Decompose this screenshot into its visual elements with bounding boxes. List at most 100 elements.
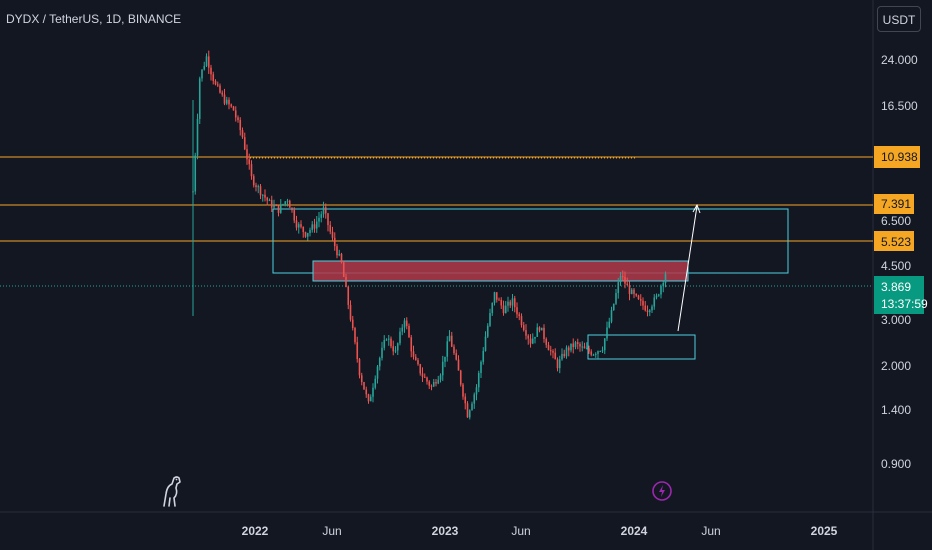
projection-arrow[interactable] — [677, 205, 698, 332]
candle-body — [291, 207, 293, 211]
candle-body — [491, 302, 494, 314]
candle-body — [453, 346, 455, 354]
x-tick: 2023 — [432, 524, 459, 538]
price-level-label-7391: 7.391 — [874, 194, 914, 214]
x-tick: Jun — [322, 524, 341, 538]
candle-body — [646, 310, 649, 313]
candle-body — [599, 350, 602, 352]
candle-body — [288, 200, 291, 208]
price-level-label-text: 5.523 — [881, 235, 911, 249]
candle-body — [399, 331, 401, 344]
candle-body — [408, 325, 410, 338]
candle-body — [356, 342, 359, 360]
candle-body — [354, 327, 356, 343]
candle-body — [507, 301, 509, 306]
candle-body — [448, 335, 451, 342]
candle-body — [594, 353, 597, 355]
current-price-text: 3.869 — [881, 280, 911, 294]
candle-body — [257, 186, 260, 188]
candle-body — [331, 231, 334, 238]
candle-body — [662, 283, 665, 287]
candle-body — [570, 343, 572, 351]
candle-body — [644, 305, 647, 311]
candle-body — [405, 320, 408, 326]
candle-body — [588, 348, 590, 352]
candle-body — [324, 207, 327, 214]
candle-body — [309, 229, 311, 233]
candle-body — [295, 220, 298, 228]
candle-body — [486, 325, 489, 337]
candle-body — [565, 347, 568, 357]
price-level-label-bg — [874, 194, 914, 214]
candle-body — [522, 325, 525, 331]
candle-body — [597, 351, 599, 354]
candle-body — [601, 350, 604, 352]
lightning-icon[interactable] — [652, 481, 672, 501]
candle-body — [619, 276, 622, 283]
candle-body — [306, 232, 309, 237]
demand-zone-box[interactable] — [587, 334, 696, 360]
candle-body — [234, 110, 237, 118]
candle-body — [529, 338, 532, 344]
candle-body — [304, 232, 307, 237]
candle-body — [462, 384, 464, 397]
candle-body — [475, 387, 478, 395]
candle-body — [518, 314, 521, 317]
candle-body — [333, 237, 336, 247]
candle-body — [556, 359, 559, 369]
candle-body — [284, 201, 287, 205]
candle-body — [376, 366, 379, 379]
candle-body — [293, 210, 296, 221]
candle-body — [531, 338, 534, 344]
candle-body — [232, 106, 235, 111]
candle-body — [279, 204, 282, 213]
candle-body — [430, 385, 433, 387]
candle-body — [255, 185, 257, 187]
candle-body — [608, 321, 611, 328]
current-price-tag: 3.869 13:37:59 — [874, 276, 928, 314]
candle-body — [241, 130, 244, 138]
currency-button[interactable]: USDT — [877, 6, 921, 32]
candle-body — [268, 200, 271, 202]
candle-body — [648, 310, 651, 313]
candle-body — [360, 375, 363, 383]
candle-body — [554, 352, 557, 360]
x-tick: 2024 — [621, 524, 648, 538]
candle-body — [525, 330, 527, 336]
candle-body — [437, 379, 440, 384]
candle-body — [248, 159, 251, 165]
candle-body — [516, 307, 518, 315]
y-tick: 1.400 — [881, 403, 911, 417]
candle-body — [439, 375, 442, 380]
candle-body — [621, 276, 624, 278]
candle-body — [655, 295, 658, 298]
y-tick: 3.000 — [881, 313, 911, 327]
candle-body — [637, 295, 640, 300]
candle-body — [372, 387, 374, 397]
x-tick: Jun — [701, 524, 720, 538]
candle-body — [567, 347, 570, 351]
candle-body — [315, 221, 318, 229]
candle-body — [401, 327, 404, 332]
candle-body — [419, 364, 422, 374]
y-tick: 2.000 — [881, 359, 911, 373]
candle-body — [282, 204, 284, 206]
candle-body — [396, 343, 399, 351]
candle-body — [345, 276, 347, 288]
candle-body — [536, 327, 539, 337]
candle-body — [237, 117, 239, 120]
candle-body — [585, 348, 588, 350]
price-level-label-10938: 10.938 — [874, 146, 920, 168]
candle-body — [642, 300, 644, 306]
candle-body — [477, 372, 480, 388]
candle-body — [246, 149, 248, 160]
candle-body — [561, 353, 563, 360]
candle-body — [446, 341, 449, 357]
candle-body — [639, 299, 642, 301]
candle-body — [351, 319, 354, 328]
candle-body — [628, 285, 631, 294]
x-tick: 2022 — [242, 524, 269, 538]
chart-title: DYDX / TetherUS, 1D, BINANCE — [6, 12, 182, 26]
supply-zone-box[interactable] — [312, 260, 689, 282]
